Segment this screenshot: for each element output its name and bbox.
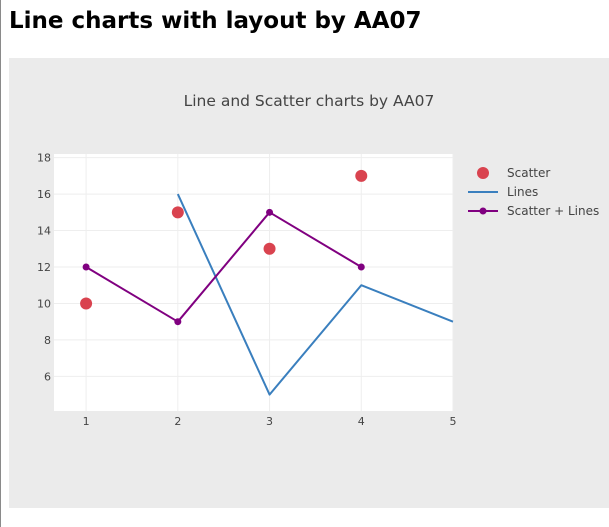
x-tick-label-4: 4: [358, 415, 365, 428]
series-scatter-lines: [82, 208, 365, 326]
data-point[interactable]: [355, 169, 368, 182]
data-point[interactable]: [263, 242, 276, 255]
y-tick-label-12: 12: [37, 261, 51, 274]
data-point[interactable]: [174, 318, 182, 326]
series-lines: [176, 193, 454, 396]
y-tick-label-6: 6: [44, 370, 51, 383]
x-tick-label-2: 2: [174, 415, 181, 428]
y-tick-label-8: 8: [44, 334, 51, 347]
legend[interactable]: Scatter Lines Scatter + Lines: [468, 166, 599, 218]
series-scatter: [80, 169, 368, 310]
data-point[interactable]: [80, 297, 93, 310]
legend-marker-swatch: [479, 207, 487, 215]
legend-marker-swatch: [477, 167, 489, 179]
x-tick-label-1: 1: [83, 415, 90, 428]
page-title: Line charts with layout by AA07: [9, 8, 422, 34]
page-left-border: [0, 0, 1, 527]
x-axis-ticks: 1 2 3 4 5: [83, 415, 457, 428]
legend-label: Scatter + Lines: [507, 204, 599, 218]
legend-item-2[interactable]: Lines: [468, 185, 538, 199]
chart-title: Line and Scatter charts by AA07: [184, 92, 435, 110]
y-tick-label-10: 10: [37, 297, 51, 310]
y-tick-label-18: 18: [37, 152, 51, 165]
plot-area: [54, 154, 453, 411]
series-line: [176, 193, 454, 396]
legend-item-1[interactable]: Scatter: [477, 166, 550, 180]
y-tick-label-16: 16: [37, 188, 51, 201]
series-line: [85, 211, 362, 323]
data-point[interactable]: [82, 263, 90, 271]
data-point[interactable]: [357, 263, 365, 271]
series-layer: [80, 169, 454, 396]
legend-label: Scatter: [507, 166, 550, 180]
data-point[interactable]: [171, 206, 184, 219]
y-axis-ticks: 6 8 10 12 14 16 18: [37, 152, 51, 384]
legend-item-3[interactable]: Scatter + Lines: [468, 204, 599, 218]
x-tick-label-3: 3: [266, 415, 273, 428]
y-tick-label-14: 14: [37, 225, 51, 238]
legend-label: Lines: [507, 185, 538, 199]
data-point[interactable]: [266, 208, 274, 216]
x-tick-label-5: 5: [450, 415, 457, 428]
